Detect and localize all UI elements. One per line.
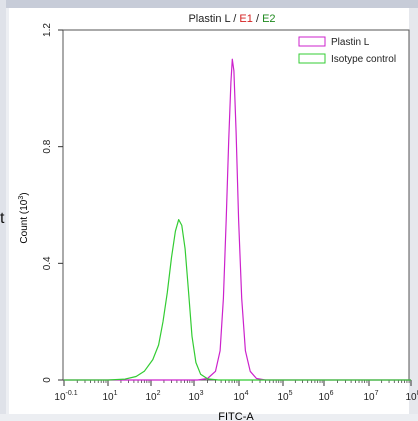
x-tick-label: 106 (318, 390, 333, 403)
y-tick-label: 0.4 (42, 256, 53, 270)
x-tick-label: 105 (277, 390, 292, 403)
x-tick-label: 103 (188, 390, 203, 403)
window-top-frame (0, 0, 418, 8)
series-line-plastin-l (64, 58, 411, 381)
plot-border (62, 29, 410, 381)
chart-panel-edge (6, 8, 9, 414)
y-tick-label: 0.8 (42, 139, 53, 153)
legend-label: Plastin L (331, 37, 370, 48)
y-tick-label: 0 (42, 377, 53, 383)
stray-text: t (0, 210, 5, 227)
y-axis: 0 0.4 0.8 1.2 (42, 23, 63, 383)
legend-swatch (298, 36, 326, 47)
x-axis: 10-0.1 101 102 103 104 105 106 107 108 (54, 380, 418, 403)
y-axis-label: Count (103) (18, 192, 30, 243)
chart-title-part-0: Plastin L / (188, 13, 239, 25)
series-layer (64, 58, 411, 381)
x-tick-label: 104 (233, 390, 248, 403)
y-tick-label: 1.2 (42, 23, 53, 37)
x-tick-label: 102 (145, 390, 160, 403)
chart-title: Plastin L / E1 / E2 (188, 13, 275, 25)
x-tick-label: 10-0.1 (54, 390, 77, 403)
chart-title-part-1: E1 (239, 13, 252, 25)
x-tick-label: 101 (102, 390, 117, 403)
x-tick-label: 108 (405, 390, 418, 403)
plot-area (62, 29, 410, 381)
x-axis-label: FITC-A (218, 411, 254, 421)
window-right-frame (409, 8, 418, 421)
legend-swatch (298, 53, 326, 64)
series-line-isotype-control (64, 219, 411, 381)
chart-title-part-2: / (253, 13, 262, 25)
chart-title-part-3: E2 (262, 13, 275, 25)
chart-panel (6, 8, 409, 414)
window-bottom-frame (0, 414, 418, 421)
x-tick-label: 107 (363, 390, 378, 403)
legend: Plastin L Isotype control (298, 36, 396, 65)
legend-label: Isotype control (331, 54, 396, 65)
window-left-frame (0, 0, 6, 421)
